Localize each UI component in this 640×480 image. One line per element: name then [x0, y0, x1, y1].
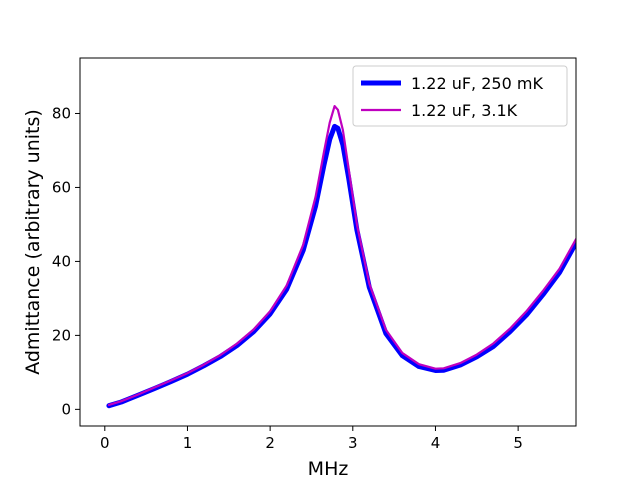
y-axis-label: Admittance (arbitrary units): [22, 109, 44, 375]
legend-box: [352, 65, 568, 127]
y-tick-label: 0: [61, 400, 71, 418]
legend: 1.22 uF, 250 mK 1.22 uF, 3.1K: [352, 65, 568, 127]
legend-label-250mk: 1.22 uF, 250 mK: [411, 74, 543, 93]
y-tick-label: 60: [52, 178, 71, 196]
series-layer: [106, 104, 576, 409]
y-tick-label: 40: [52, 252, 71, 270]
series-line-1: [107, 104, 576, 406]
x-tick-label: 4: [431, 434, 441, 452]
x-tick-label: 2: [265, 434, 275, 452]
x-axis-label: MHz: [308, 458, 349, 480]
y-tick-label: 20: [52, 326, 71, 344]
plot-frame: [79, 57, 577, 427]
x-tick-label: 3: [348, 434, 358, 452]
x-tick-label: 0: [100, 434, 110, 452]
legend-label-3-1k: 1.22 uF, 3.1K: [411, 101, 518, 120]
x-tick-label: 5: [513, 434, 523, 452]
x-axis-ticks: 0 1 2 3 4 5: [100, 426, 523, 452]
x-tick-label: 1: [183, 434, 193, 452]
y-axis-ticks: 0 20 40 60 80: [52, 104, 80, 418]
y-tick-label: 80: [52, 104, 71, 122]
